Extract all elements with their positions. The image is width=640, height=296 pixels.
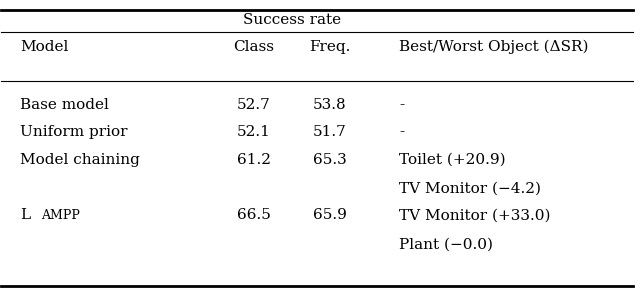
Text: Model chaining: Model chaining [20, 153, 140, 167]
Text: Toilet (+20.9): Toilet (+20.9) [399, 153, 506, 167]
Text: 65.9: 65.9 [313, 208, 347, 222]
Text: 51.7: 51.7 [313, 125, 346, 139]
Text: Best/Worst Object (ΔSR): Best/Worst Object (ΔSR) [399, 40, 589, 54]
Text: -: - [399, 125, 404, 139]
Text: TV Monitor (−4.2): TV Monitor (−4.2) [399, 182, 541, 196]
Text: 52.7: 52.7 [237, 99, 271, 112]
Text: 65.3: 65.3 [313, 153, 346, 167]
Text: Uniform prior: Uniform prior [20, 125, 128, 139]
Text: 61.2: 61.2 [237, 153, 271, 167]
Text: Class: Class [234, 40, 275, 54]
Text: Success rate: Success rate [243, 13, 341, 28]
Text: Base model: Base model [20, 99, 109, 112]
Text: 53.8: 53.8 [313, 99, 346, 112]
Text: TV Monitor (+33.0): TV Monitor (+33.0) [399, 208, 550, 222]
Text: -: - [399, 99, 404, 112]
Text: Model: Model [20, 40, 68, 54]
Text: 66.5: 66.5 [237, 208, 271, 222]
Text: Freq.: Freq. [309, 40, 350, 54]
Text: AMPP: AMPP [41, 209, 80, 222]
Text: 52.1: 52.1 [237, 125, 271, 139]
Text: Plant (−0.0): Plant (−0.0) [399, 238, 493, 252]
Text: L: L [20, 208, 31, 222]
